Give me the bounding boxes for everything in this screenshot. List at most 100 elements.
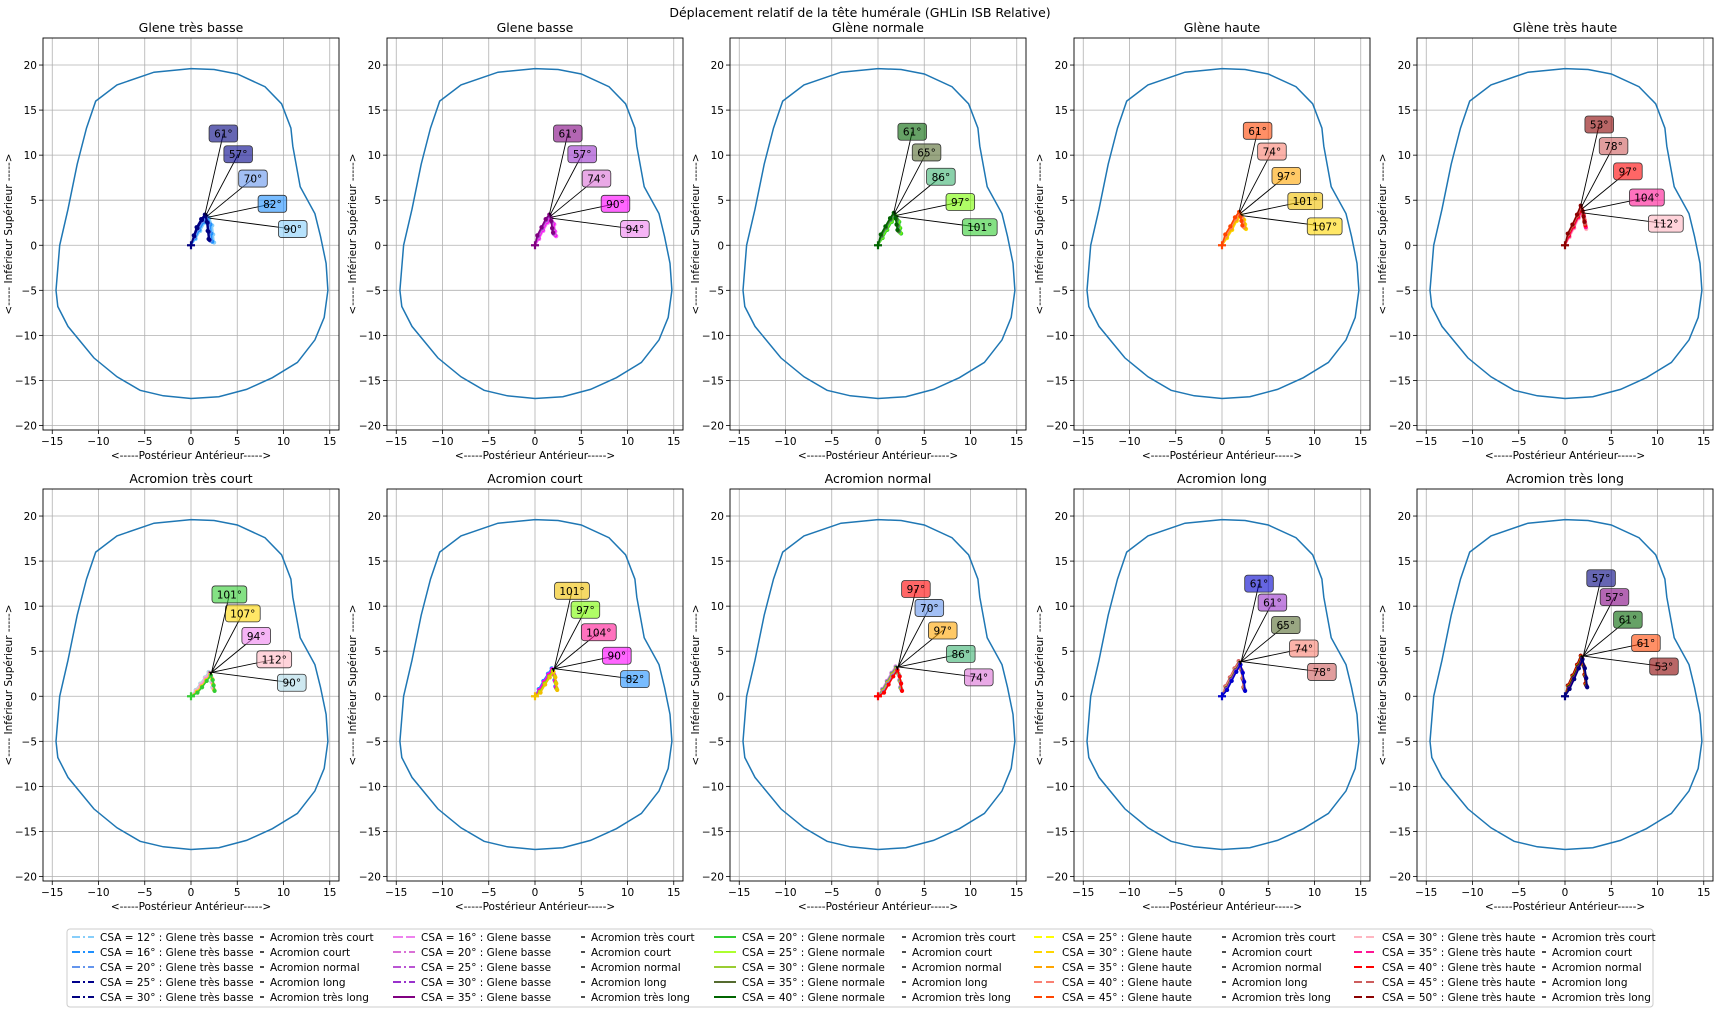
annotation-box (1257, 593, 1288, 612)
annotation-label: 82° (626, 674, 645, 686)
x-tick-label: −15 (1415, 887, 1437, 899)
annotation-label: 86° (932, 172, 951, 184)
annotation-box (897, 122, 927, 141)
x-tick-label: −10 (87, 887, 109, 899)
x-tick-label: 15 (323, 436, 336, 448)
series-point (1242, 679, 1247, 684)
series-point (1234, 669, 1239, 675)
y-tick-label: 20 (1055, 511, 1068, 523)
legend-label: CSA = 40° : Glene très haute (1382, 962, 1535, 974)
legend-label: Acromion court (1552, 947, 1632, 959)
annotation-label: 53° (1590, 120, 1609, 132)
y-tick-label: 15 (1398, 105, 1411, 117)
annotation-box (1613, 610, 1643, 629)
subplot-title: Acromion long (1177, 471, 1267, 486)
annotation-box (964, 668, 994, 687)
annotation-box (914, 599, 945, 617)
annotation-line (210, 594, 230, 676)
annotation-label: 107° (230, 608, 255, 620)
y-tick-label: −20 (359, 871, 381, 883)
x-tick-label: −15 (1415, 436, 1437, 448)
x-tick-label: −5 (1168, 436, 1183, 448)
y-tick-label: 15 (24, 556, 37, 568)
x-tick-label: 10 (277, 887, 290, 899)
y-tick-label: 0 (1061, 240, 1068, 252)
annotation-label: 78° (1604, 141, 1623, 153)
x-tick-label: −5 (824, 887, 839, 899)
legend: CSA = 12° : Glene très basse CSA = 16° : … (66, 928, 1656, 1008)
annotation-label: 65° (1277, 620, 1296, 632)
annotation-label: 112° (262, 654, 287, 666)
legend-label: CSA = 40° : Glene haute (1062, 977, 1192, 989)
legend-label: Acromion très court (1232, 932, 1336, 944)
legend-label: Acromion long (591, 977, 667, 989)
legend-label: CSA = 25° : Glene très basse (100, 977, 254, 989)
y-tick-label: −10 (702, 330, 724, 342)
annotation-label: 61° (1250, 579, 1269, 591)
annotation-label: 82° (263, 199, 282, 211)
y-tick-label: 20 (368, 511, 381, 523)
annotation-label: 57° (229, 149, 248, 161)
annotation-box (1613, 162, 1643, 181)
x-tick-label: −5 (1168, 887, 1183, 899)
x-tick-label: −5 (481, 436, 496, 448)
y-tick-label: −20 (1389, 871, 1411, 883)
y-tick-label: 10 (24, 150, 37, 162)
annotation-box (1271, 166, 1301, 185)
series-point (1223, 232, 1228, 237)
annotation-line (210, 613, 244, 675)
x-axis-label: <-----Postérieur Antérieur-----> (455, 901, 615, 913)
annotation-label: 61° (1263, 598, 1282, 610)
y-axis-label: <----- Inférieur Supérieur -----> (3, 153, 15, 314)
series-point (897, 674, 902, 679)
x-tick-label: −15 (385, 887, 407, 899)
subplot-title: Glene très basse (139, 20, 244, 35)
series-point (1228, 224, 1233, 229)
annotation-label: 104° (1634, 193, 1659, 205)
y-axis-label: <----- Inférieur Supérieur -----> (1377, 604, 1389, 765)
series-point (539, 225, 544, 230)
y-tick-label: −5 (1396, 285, 1411, 297)
annotation-box (581, 169, 612, 188)
legend-label: CSA = 40° : Glene normale (742, 992, 885, 1004)
y-tick-label: −20 (1046, 420, 1068, 432)
annotation-label: 94° (247, 631, 266, 643)
series-point (1238, 214, 1243, 219)
annotation-box (1307, 663, 1337, 681)
annotation-box (1586, 569, 1616, 588)
annotation-box (1631, 634, 1661, 652)
annotation-line (1239, 602, 1273, 665)
series-point (535, 233, 540, 238)
annotation-box (1242, 121, 1273, 140)
x-tick-label: −15 (41, 887, 63, 899)
y-tick-label: −10 (15, 781, 37, 793)
y-tick-label: 15 (711, 556, 724, 568)
y-tick-label: −15 (1389, 826, 1411, 838)
subplot-title: Glène très haute (1513, 20, 1618, 35)
y-tick-label: 10 (1398, 150, 1411, 162)
annotation-label: 70° (920, 603, 939, 615)
x-tick-label: 15 (1697, 436, 1710, 448)
legend-label: CSA = 50° : Glene très haute (1382, 992, 1535, 1004)
y-tick-label: −10 (1046, 781, 1068, 793)
annotation-line (204, 133, 224, 215)
series-point (550, 230, 556, 235)
annotation-label: 101° (967, 222, 992, 234)
outline-curve (1086, 518, 1360, 851)
y-tick-label: −5 (1396, 736, 1411, 748)
legend-label: Acromion court (591, 947, 671, 959)
annotation-box (277, 673, 307, 692)
y-tick-label: −20 (359, 420, 381, 432)
annotation-box (570, 600, 601, 619)
y-tick-label: 5 (717, 195, 724, 207)
subplot: 112° 104° 97° 78° 53° −15 −10 −5 0 5 10 15 −20 −15 −10… (1377, 20, 1714, 462)
y-tick-label: −15 (1389, 375, 1411, 387)
annotation-label: 74° (1263, 147, 1282, 159)
annotation-line (1581, 596, 1615, 659)
outline-curve (1086, 67, 1360, 400)
series-point (1567, 686, 1572, 692)
series-point (1581, 214, 1586, 219)
legend-label: Acromion très court (1552, 932, 1656, 944)
y-tick-label: 0 (374, 691, 381, 703)
annotation-box (620, 670, 650, 689)
